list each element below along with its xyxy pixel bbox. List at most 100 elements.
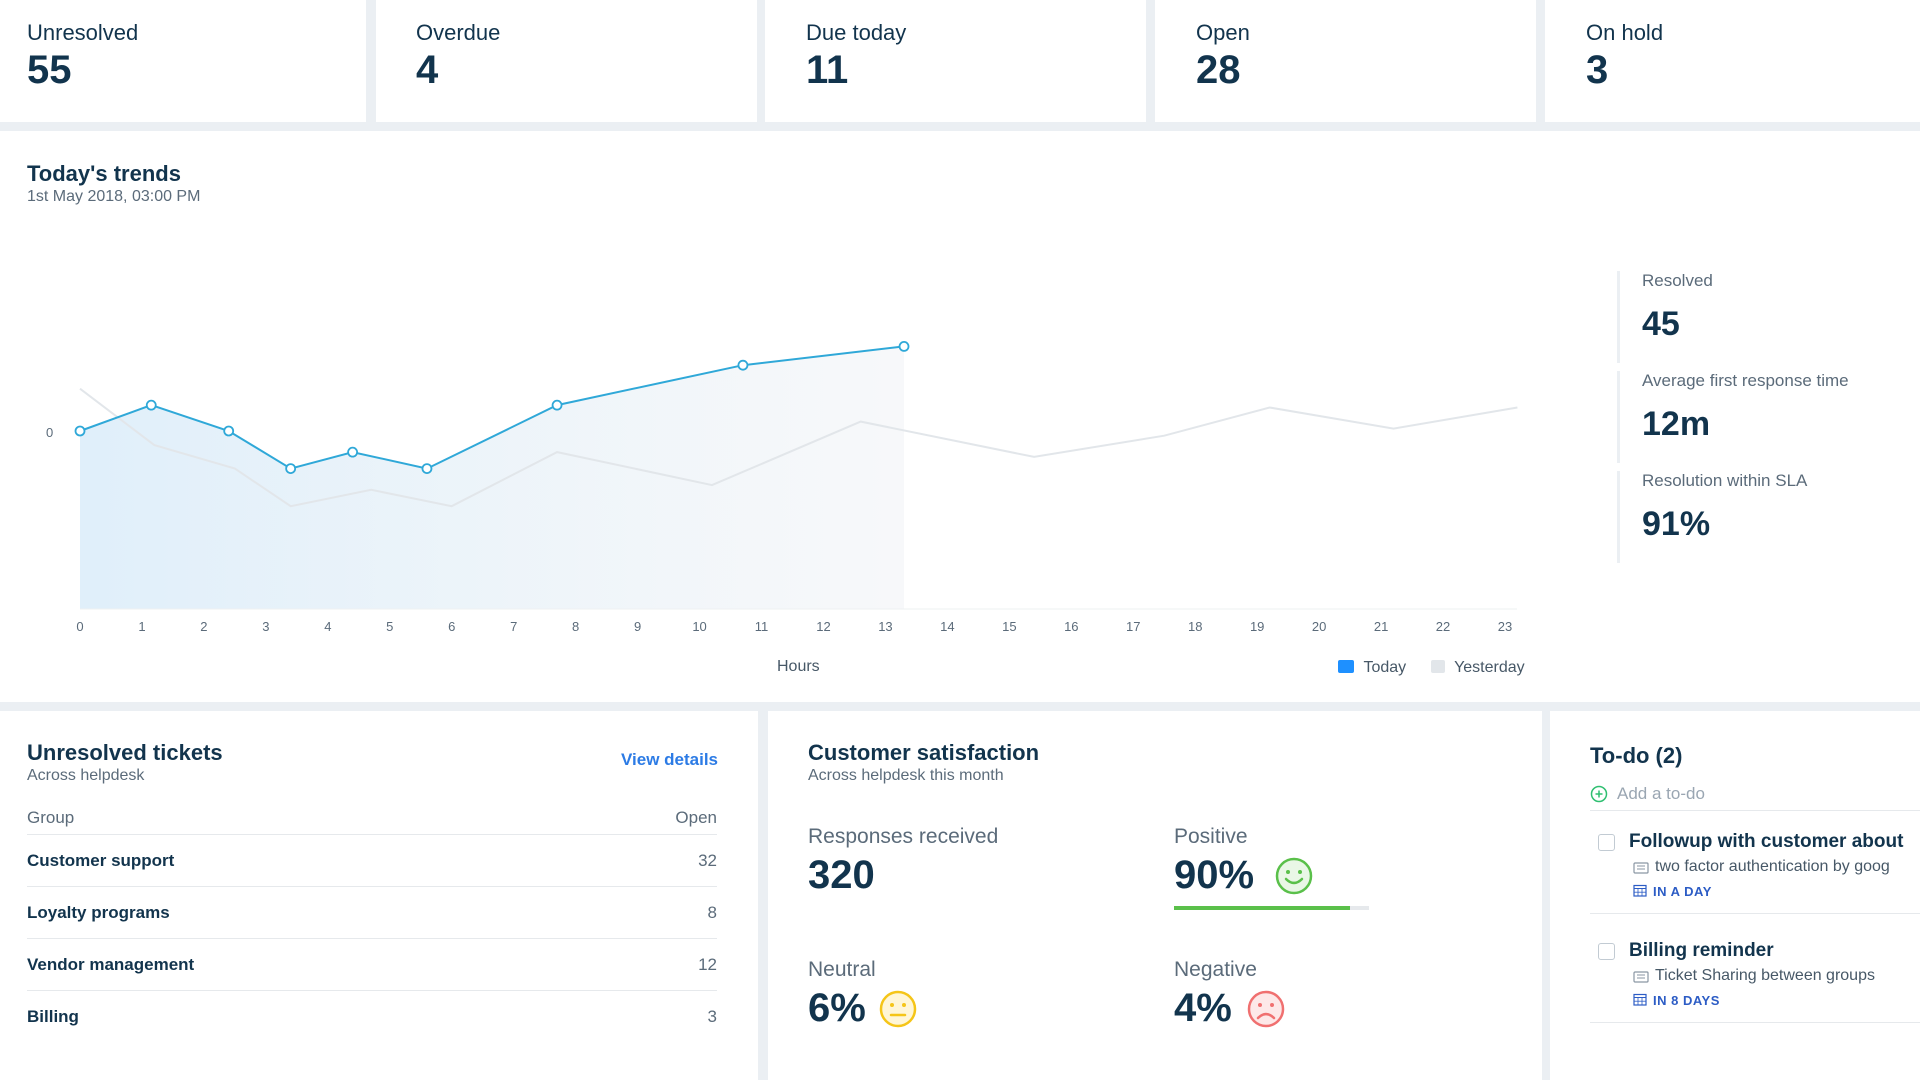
x-tick-label: 16 [1064,619,1078,634]
yesterday-line [79,387,1518,508]
negative-value: 4% [1174,986,1232,1030]
todo-checkbox[interactable] [1598,943,1615,960]
x-tick-label: 14 [940,619,954,634]
x-tick-label: 7 [510,619,517,634]
x-tick-label: 4 [324,619,331,634]
x-tick-label: 23 [1498,619,1512,634]
todo-item-title: Followup with customer about [1629,831,1904,852]
x-tick-label: 1 [138,619,145,634]
stat-value: 4 [416,48,439,92]
positive-label: Positive [1174,825,1248,848]
metric-label: Average first response time [1642,371,1849,390]
legend-yesterday-label: Yesterday [1454,659,1525,676]
x-tick-label: 10 [692,619,706,634]
todo-item[interactable]: Followup with customer about two factor … [1550,821,1920,925]
todo-item-due: IN A DAY [1653,884,1712,899]
positive-bar-track [1174,906,1369,910]
customer-satisfaction-panel: Customer satisfaction Across helpdesk th… [768,711,1542,1080]
x-tick-label: 21 [1374,619,1388,634]
today-points [74,340,910,475]
trends-panel: Today's trends 1st May 2018, 03:00 PM 0 … [0,131,1920,702]
column-header-group: Group [27,808,75,827]
stat-label: Unresolved [27,20,139,45]
x-tick-label: 12 [816,619,830,634]
add-todo-input[interactable]: Add a to-do [1590,781,1920,811]
todo-item-ticket[interactable]: two factor authentication by goog [1655,858,1890,875]
x-tick-label: 9 [634,619,641,634]
row-group: Vendor management [27,955,195,974]
stat-label: Open [1196,20,1250,45]
metric-value: 45 [1642,305,1680,343]
x-tick-label: 2 [200,619,207,634]
y-tick-label: 0 [46,425,53,440]
todo-divider [1590,1022,1920,1023]
stat-card-open[interactable]: Open 28 [1155,0,1536,122]
x-tick-label: 19 [1250,619,1264,634]
row-open: 8 [707,903,717,922]
calendar-icon [1633,884,1647,897]
stat-value: 55 [27,48,72,92]
chart-legend: Today Yesterday [1338,659,1525,677]
metric-value: 12m [1642,405,1711,443]
todo-item-title: Billing reminder [1629,940,1774,961]
row-group: Customer support [27,851,175,870]
calendar-icon [1633,993,1647,1006]
x-tick-label: 18 [1188,619,1202,634]
csat-subtitle: Across helpdesk this month [808,767,1004,784]
today-data-point [223,425,235,437]
ticket-icon [1633,971,1649,983]
trends-chart: 0 0 1 2 3 4 5 6 7 8 9 10 11 12 13 14 15 16 17 18 19 20 21 22 23 [46,340,1518,634]
stat-card-overdue[interactable]: Overdue 4 [376,0,757,122]
x-tick-label: 17 [1126,619,1140,634]
legend-today-swatch [1338,660,1354,673]
neutral-value: 6% [808,986,866,1030]
row-group: Loyalty programs [27,903,170,922]
x-tick-label: 11 [755,619,769,634]
table-row[interactable]: Vendor management 12 [27,938,717,990]
table-row[interactable]: Billing 3 [27,990,717,1042]
stat-label: Overdue [416,20,501,45]
table-row[interactable]: Loyalty programs 8 [27,886,717,938]
neutral-label: Neutral [808,958,876,981]
today-area [80,346,904,609]
stat-card-unresolved[interactable]: Unresolved 55 [0,0,366,122]
responses-value: 320 [808,853,875,897]
todo-item[interactable]: Billing reminder Ticket Sharing between … [1550,930,1920,1034]
todo-divider [1590,913,1920,914]
today-data-point [347,446,359,458]
positive-value: 90% [1174,853,1255,897]
stat-value: 28 [1196,48,1241,92]
stat-value: 11 [806,48,849,92]
x-tick-label: 3 [262,619,269,634]
responses-label: Responses received [808,825,999,848]
view-details-link[interactable]: View details [620,750,718,769]
stat-label: On hold [1586,20,1664,45]
unresolved-title: Unresolved tickets [27,740,223,765]
todo-checkbox[interactable] [1598,834,1615,851]
sad-face-icon [1247,990,1285,1028]
metric-resolved: Resolved 45 [1617,271,1713,363]
x-tick-label: 13 [878,619,892,634]
todo-item-due: IN 8 DAYS [1653,993,1720,1008]
table-row[interactable]: Customer support 32 [27,834,717,886]
ticket-icon [1633,862,1649,874]
unresolved-subtitle: Across helpdesk [27,767,145,784]
today-data-point [551,399,563,411]
metric-first-response: Average first response time 12m [1617,371,1849,463]
today-data-point [737,359,749,371]
stat-card-on-hold[interactable]: On hold 3 [1545,0,1920,122]
trends-title: Today's trends [27,161,181,186]
x-tick-label: 22 [1436,619,1450,634]
today-data-point [421,463,433,475]
todo-item-ticket[interactable]: Ticket Sharing between groups [1655,967,1875,984]
neutral-face-icon [879,990,917,1028]
x-tick-label: 8 [572,619,579,634]
unresolved-tickets-panel: Unresolved tickets Across helpdesk View … [0,711,758,1080]
metric-label: Resolution within SLA [1642,471,1808,490]
metric-sla: Resolution within SLA 91% [1617,471,1807,563]
todo-title: To-do (2) [1590,743,1683,768]
negative-label: Negative [1174,958,1257,981]
metric-label: Resolved [1642,271,1713,290]
x-tick-label: 0 [76,619,83,634]
stat-card-due-today[interactable]: Due today 11 [765,0,1146,122]
